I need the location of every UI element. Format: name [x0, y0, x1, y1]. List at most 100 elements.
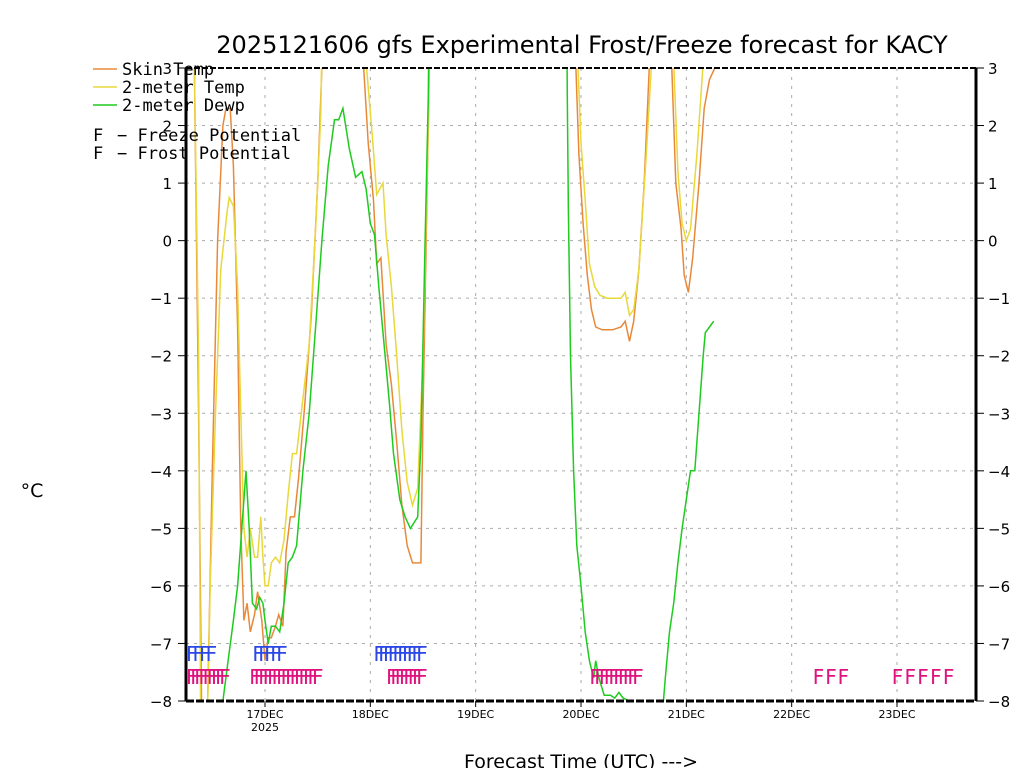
freeze-potential-marker: F [930, 665, 942, 689]
y-tick-label: −3 [150, 405, 172, 423]
freeze-potential-marker: F [281, 665, 293, 689]
frost-potential-marker: F [407, 642, 419, 666]
frost-potential-marker: F [276, 642, 288, 666]
frost-potential-marker: F [416, 642, 428, 666]
freeze-potential-marker: F [604, 665, 616, 689]
freeze-potential-marker: F [613, 665, 625, 689]
y-tick-label-right: 2 [988, 118, 998, 136]
frost-potential-marker: F [270, 642, 282, 666]
freeze-potential-marker: F [215, 665, 227, 689]
series-line-2-meter-dewp [662, 320, 715, 701]
y-tick-label: −4 [150, 463, 172, 481]
y-tick-label-right: 1 [988, 175, 998, 193]
frost-potential-marker: F [193, 642, 205, 666]
freeze-potential-marker: F [627, 665, 639, 689]
chart-title: 2025121606 gfs Experimental Frost/Freeze… [216, 31, 948, 59]
y-tick-label: 1 [162, 175, 172, 193]
freeze-potential-marker: F [263, 665, 275, 689]
frost-potential-marker: F [402, 642, 414, 666]
freeze-potential-marker: F [390, 665, 402, 689]
series-line-2-meter-temp [193, 68, 323, 701]
y-axis-left: 3 2 1 0 −1 −2 −3 −4 −5 −6 −7 −8 [150, 60, 186, 711]
legend-label: Skin Temp [122, 60, 214, 80]
freeze-potential-marker: F [312, 665, 324, 689]
freeze-potential-marker: F [632, 665, 644, 689]
freeze-potential-marker: F [618, 665, 630, 689]
freeze-potential-marker: F [892, 665, 904, 689]
x-tick-label: 20DEC [562, 708, 599, 721]
y-axis-right: 3 2 1 0 −1 −2 −3 −4 −5 −6 −7 −8 [976, 60, 1010, 711]
freeze-potential-marker: F [917, 665, 929, 689]
freeze-potential-marker: F [272, 665, 284, 689]
y-tick-label-right: −6 [988, 578, 1010, 596]
x-tick-sublabel: 2025 [251, 721, 279, 734]
freeze-potential-marker: F [203, 665, 215, 689]
y-tick-label: 0 [162, 233, 172, 251]
y-tick-label: −5 [150, 520, 172, 538]
series-line-2-meter-temp [577, 68, 704, 318]
x-tick-label: 22DEC [773, 708, 810, 721]
freeze-potential-marker: F [623, 665, 635, 689]
frost-potential-marker: F [258, 642, 270, 666]
freeze-potential-marker: F [194, 665, 206, 689]
y-axis-label: °C [21, 480, 44, 502]
frost-potential-marker: F [199, 642, 211, 666]
legend-label: − Frost Potential [117, 144, 291, 164]
frost-potential-marker: F [186, 642, 198, 666]
freeze-potential-marker: F [303, 665, 315, 689]
freeze-potential-marker: F [412, 665, 424, 689]
y-tick-label: −7 [150, 635, 172, 653]
freeze-potential-marker: F [299, 665, 311, 689]
frost-potential-marker: F [374, 642, 386, 666]
series-line-2-meter-dewp [222, 68, 430, 701]
frost-potential-marker: F [378, 642, 390, 666]
y-tick-label-right: −8 [988, 693, 1010, 711]
x-tick-label: 21DEC [668, 708, 705, 721]
freeze-potential-marker: F [813, 665, 825, 689]
legend-label: 2-meter Temp [122, 78, 245, 98]
freeze-potential-marker: F [608, 665, 620, 689]
frost-potential-marker: F [397, 642, 409, 666]
x-tick-label: 19DEC [457, 708, 494, 721]
freeze-potential-marker: F [290, 665, 302, 689]
y-tick-label: 2 [162, 118, 172, 136]
freeze-potential-marker: F [416, 665, 428, 689]
legend-label: 2-meter Dewp [122, 96, 245, 116]
x-tick-label: 23DEC [878, 708, 915, 721]
freeze-potential-marker: F [399, 665, 411, 689]
x-tick-label: 18DEC [352, 708, 389, 721]
freeze-potential-marker: F [294, 665, 306, 689]
y-tick-label: −6 [150, 578, 172, 596]
freeze-potential-marker: F [211, 665, 223, 689]
x-tick-label: 17DEC [246, 708, 283, 721]
freeze-potential-marker: F [599, 665, 611, 689]
freeze-potential-marker: F [308, 665, 320, 689]
frost-potential-marker: F [393, 642, 405, 666]
y-tick-label-right: −7 [988, 635, 1010, 653]
freeze-potential-marker: F [825, 665, 837, 689]
y-tick-label-right: −3 [988, 405, 1010, 423]
frost-potential-marker: F [383, 642, 395, 666]
frost-potential-marker: F [252, 642, 264, 666]
frost-potential-marker: F [206, 642, 218, 666]
freeze-potential-marker: F [594, 665, 606, 689]
y-tick-label-right: 3 [988, 60, 998, 78]
freeze-potential-marker: F [199, 665, 211, 689]
freeze-potential-marker: F [905, 665, 917, 689]
freeze-potential-marker: F [276, 665, 288, 689]
freeze-potential-marker: F [190, 665, 202, 689]
y-tick-label: −1 [150, 290, 172, 308]
freeze-potential-marker: F [249, 665, 261, 689]
legend-marker: F [93, 126, 103, 146]
series-line-2-meter-dewp [566, 68, 631, 701]
freeze-potential-marker: F [207, 665, 219, 689]
freeze-potential-marker: F [408, 665, 420, 689]
freeze-potential-marker: F [403, 665, 415, 689]
freeze-potential-marker: F [395, 665, 407, 689]
freeze-potential-marker: F [838, 665, 850, 689]
frost-potential-marker: F [264, 642, 276, 666]
freeze-potential-marker: F [285, 665, 297, 689]
freeze-potential-marker: F [386, 665, 398, 689]
